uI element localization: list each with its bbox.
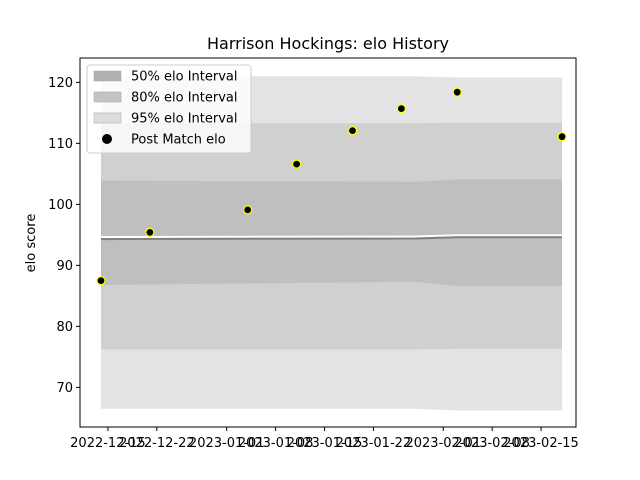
plot-frame [79, 57, 577, 428]
legend: 50% elo Interval 80% elo Interval 95% elo … [86, 64, 252, 154]
data-point [96, 276, 106, 286]
data-point [557, 132, 567, 142]
mean-line [100, 236, 562, 241]
legend-label: 50% elo Interval [131, 70, 238, 85]
y-axis-label: elo score [24, 214, 39, 273]
chart-title: Harrison Hockings: elo History [207, 34, 449, 53]
y-tick-label: 70 [56, 381, 73, 396]
data-point [243, 205, 253, 215]
legend-swatch [93, 91, 122, 103]
mean-highlight [100, 234, 562, 239]
x-tick-label: 2023-02-01 [405, 436, 481, 451]
x-axis-ticks: 2022-12-152022-12-222023-01-012023-01-08… [70, 427, 579, 451]
band-50 [101, 179, 562, 287]
x-tick-label: 2023-01-15 [287, 436, 363, 451]
x-tick-label: 2023-01-22 [336, 436, 412, 451]
data-point [452, 87, 462, 97]
legend-swatch [93, 70, 122, 82]
y-axis-ticks: 70 80 90 100 110 120 [48, 76, 80, 396]
legend-box [86, 64, 252, 154]
x-tick-label: 2022-12-22 [119, 436, 195, 451]
y-tick-label: 100 [48, 198, 73, 213]
x-tick-label: 2023-02-08 [454, 436, 530, 451]
y-tick-label: 120 [48, 76, 73, 91]
legend-label: 80% elo Interval [131, 91, 238, 106]
data-point [347, 126, 358, 136]
x-tick-label: 2022-12-15 [70, 436, 146, 451]
legend-marker [102, 134, 112, 144]
data-point [396, 103, 406, 114]
y-tick-label: 90 [56, 259, 73, 274]
y-tick-label: 110 [48, 137, 73, 152]
data-point [145, 227, 155, 237]
legend-label: 95% elo Interval [131, 112, 238, 127]
x-tick-label: 2023-01-08 [238, 436, 314, 451]
legend-label: Post Match elo [131, 133, 226, 148]
y-tick-label: 80 [56, 320, 73, 335]
interval-bands [101, 76, 562, 411]
data-point [292, 159, 302, 169]
mean-elo-line [100, 234, 562, 241]
legend-swatch [93, 112, 122, 124]
x-tick-label: 2023-01-01 [189, 436, 265, 451]
post-match-points [96, 87, 567, 286]
x-tick-label: 2023-02-15 [503, 436, 579, 451]
